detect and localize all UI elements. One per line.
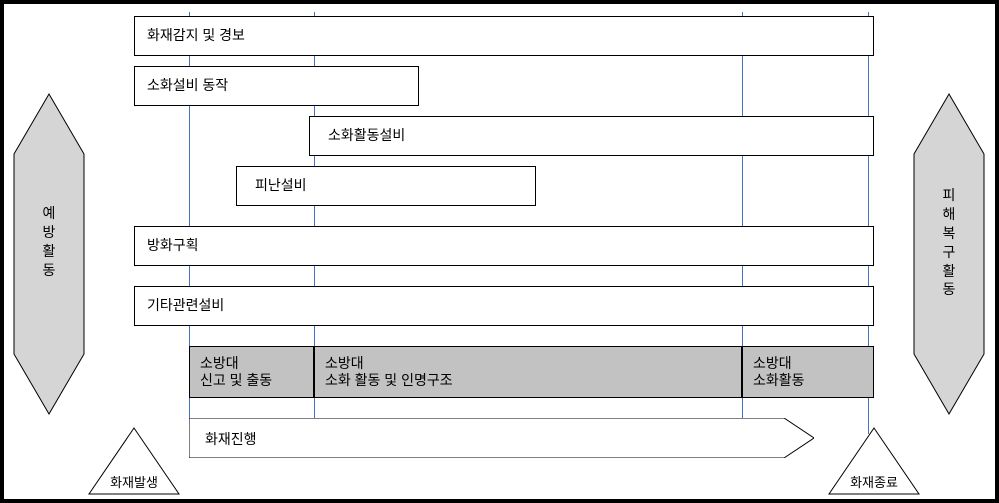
evacuation-equip-label: 피난설비 (255, 177, 307, 195)
fire-activity-equip-label: 소화활동설비 (328, 127, 405, 145)
other-related-equip-label: 기타관련설비 (147, 297, 224, 315)
brigade-rescue-label: 소방대 소화 활동 및 인명구조 (325, 355, 453, 390)
prevention-arrow-label: 예방활동 (14, 204, 84, 280)
brigade-extinguish-label: 소방대 소화활동 (753, 355, 805, 390)
brigade-extinguish-bar: 소방대 소화활동 (742, 346, 874, 398)
evacuation-equip-bar: 피난설비 (236, 166, 536, 206)
fire-progress-label: 화재진행 (205, 429, 257, 449)
recovery-arrow-label: 피해복구활동 (914, 186, 984, 299)
fire-end-label: 화재종료 (837, 472, 911, 491)
fire-progress-arrow (189, 418, 814, 458)
other-related-equip-bar: 기타관련설비 (134, 286, 874, 326)
extinguish-equip-label: 소화설비 동작 (147, 77, 228, 95)
fire-compartment-label: 방화구획 (147, 237, 199, 255)
diagram-frame: 예방활동 피해복구활동 화재감지 및 경보소화설비 동작소화활동설비피난설비방화구획… (0, 0, 999, 503)
fire-start-label: 화재발생 (97, 472, 171, 491)
fire-activity-equip-bar: 소화활동설비 (309, 116, 874, 156)
fire-detection-alarm-label: 화재감지 및 경보 (147, 27, 245, 45)
extinguish-equip-bar: 소화설비 동작 (134, 66, 419, 106)
fire-detection-alarm-bar: 화재감지 및 경보 (134, 16, 874, 56)
brigade-rescue-bar: 소방대 소화 활동 및 인명구조 (314, 346, 742, 398)
brigade-report-label: 소방대 신고 및 출동 (200, 355, 272, 390)
brigade-report-bar: 소방대 신고 및 출동 (189, 346, 314, 398)
fire-compartment-bar: 방화구획 (134, 226, 874, 266)
